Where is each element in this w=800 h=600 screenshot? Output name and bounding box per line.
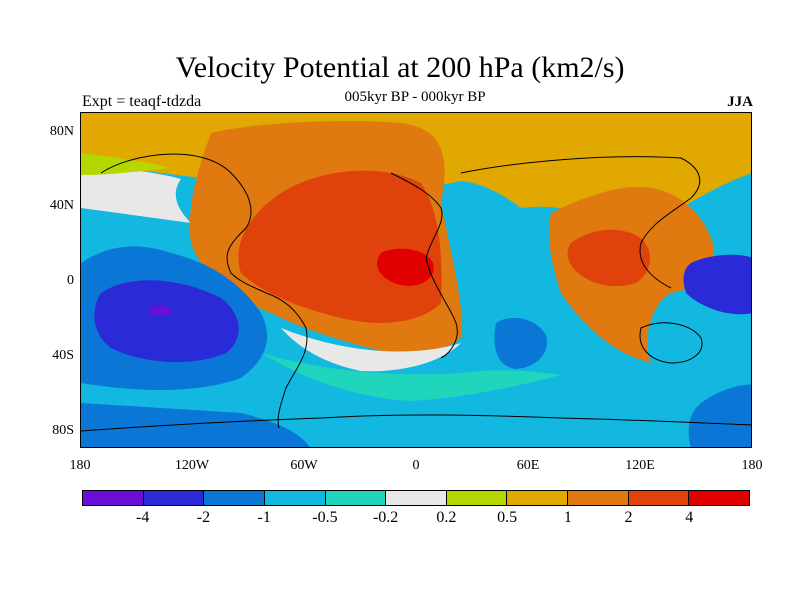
contour-teal-south [261,353,561,401]
colorbar-box [568,491,629,505]
map-title: Velocity Potential at 200 hPa (km2/s) [175,51,625,84]
coast-asia [460,156,701,289]
lon-tick-180-right: 180 [741,458,763,473]
colorbar-box [204,491,265,505]
lat-tick-0: 0 [67,273,74,288]
coastlines [81,153,751,432]
contour-blue-south-west [81,403,310,447]
lat-tick-40n: 40N [49,198,74,213]
colorbar-label: 0.5 [497,509,518,526]
colorbar-box [83,491,144,505]
contour-red-core [377,248,434,286]
colorbar-box [689,491,750,505]
colorbar-label: -2 [196,509,211,526]
contour-blue-westpacific [683,254,751,315]
colorbar-box [264,491,326,505]
velocity-potential-map [81,113,751,447]
contour-blue-indian [494,317,547,369]
lon-tick-120w: 120W [174,458,210,473]
lon-tick-0: 0 [412,458,420,473]
season-label: JJA [727,94,753,110]
coast-australia [639,322,703,364]
contour-yellowgreen-north [81,153,171,175]
experiment-label: Expt = teaqf-tdzda [82,93,202,110]
lat-tick-80s: 80S [52,423,74,438]
colorbar-box [143,491,205,505]
colorbar-label: 0.2 [436,509,457,526]
colorbar-label: 2 [624,509,633,526]
contour-neutral-south [281,328,461,372]
colorbar-label: -1 [257,509,271,526]
contour-purple-pacific [149,306,173,317]
coast-africa-europe [390,172,458,359]
colorbar-box [628,491,690,505]
colorbar-label: 1 [563,509,572,526]
colorbar-label: -4 [136,509,150,526]
map-subtitle: 005kyr BP - 000kyr BP [344,89,486,105]
colorbar-label: -0.5 [312,509,338,526]
coast-north-america [100,153,267,294]
lon-tick-60w: 60W [290,458,318,473]
lat-tick-80n: 80N [49,124,74,139]
contour-dark-blue-pacific [94,280,239,363]
lon-tick-60e: 60E [516,458,540,473]
colorbar-label: -0.2 [372,509,399,526]
contour-neutral-north [81,163,191,223]
colorbar-box [386,491,447,505]
colorbar-label: 4 [685,509,694,526]
lon-tick-120e: 120E [625,458,655,473]
contour-blue-south-east [688,384,751,447]
lat-tick-40s: 40S [52,348,74,363]
colorbar [82,490,750,506]
map-plot-area [80,112,752,448]
contour-redorange-atlantic [238,170,442,323]
colorbar-box [325,491,387,505]
lon-tick-180-left: 180 [69,458,91,473]
colorbar-box [507,491,569,505]
coast-antarctica [81,414,751,432]
coast-south-america [265,292,308,429]
colorbar-box [446,491,508,505]
contour-redorange-asia [567,229,651,287]
